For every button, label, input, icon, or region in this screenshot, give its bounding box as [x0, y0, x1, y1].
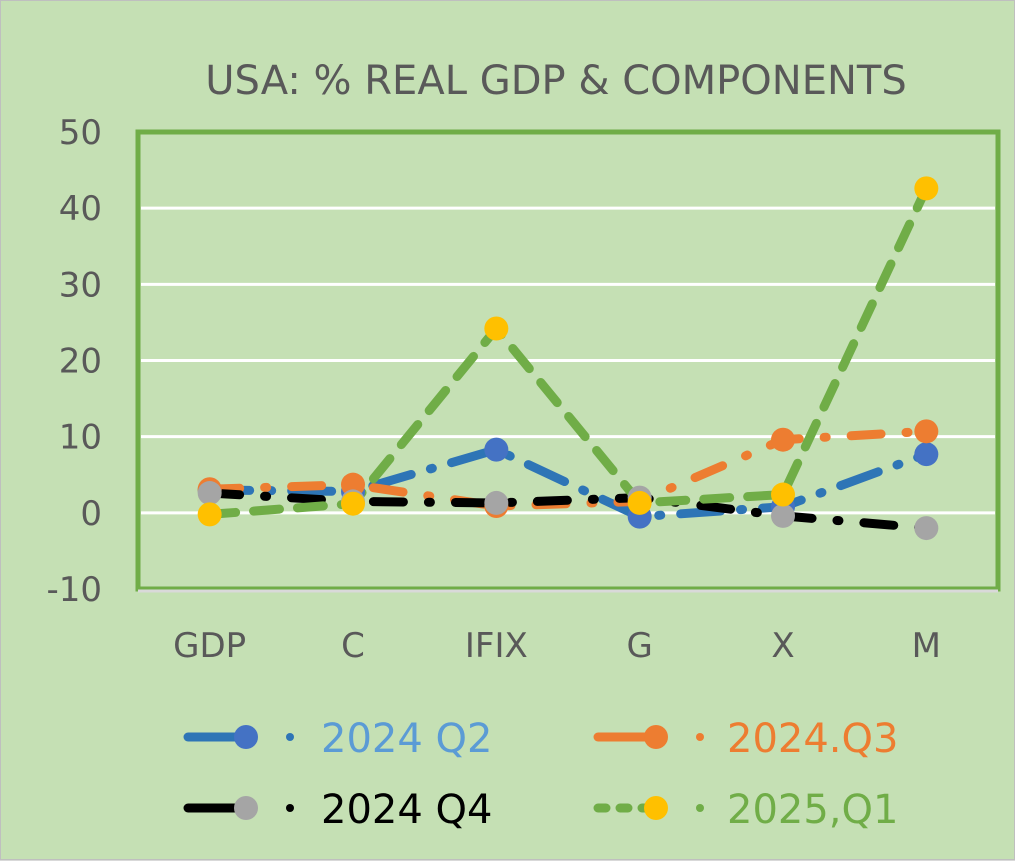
series-line	[205, 488, 931, 533]
data-point	[341, 491, 365, 516]
y-axis-ticks: 50 40 30 20 10 0 -10	[46, 113, 102, 610]
legend-marker	[644, 725, 668, 749]
data-point	[914, 442, 939, 467]
x-tick-label: C	[341, 626, 365, 666]
data-point	[771, 482, 795, 507]
legend: 2024 Q2 2024.Q3 2024 Q4 2025,Q1	[183, 716, 898, 833]
legend-label: 2024 Q4	[321, 787, 492, 833]
series-line	[205, 183, 931, 519]
series-line	[205, 444, 931, 522]
legend-dot	[286, 733, 294, 741]
x-tick-label: GDP	[173, 626, 246, 666]
x-tick-label: G	[626, 626, 652, 666]
y-tick-label: 20	[59, 342, 102, 382]
legend-item: 2025,Q1	[593, 787, 898, 833]
x-axis-ticks: GDP C IFIX G X M	[173, 626, 941, 666]
legend-label: 2024.Q3	[727, 716, 898, 762]
legend-item: 2024 Q2	[183, 716, 492, 762]
data-point	[914, 176, 939, 201]
legend-dot	[696, 804, 704, 812]
data-point	[771, 427, 795, 452]
data-point	[197, 481, 222, 506]
x-tick-label: M	[912, 626, 941, 666]
y-tick-label: 50	[59, 113, 102, 153]
legend-dot	[696, 733, 704, 741]
y-tick-label: 40	[59, 189, 102, 229]
data-point	[484, 490, 509, 515]
legend-marker	[644, 796, 668, 820]
legend-item: 2024.Q3	[593, 716, 898, 762]
x-tick-label: IFIX	[465, 626, 528, 666]
y-tick-label: 30	[59, 265, 102, 305]
legend-item: 2024 Q4	[183, 787, 492, 833]
legend-dot	[286, 804, 294, 812]
y-tick-label: 10	[59, 418, 102, 458]
series-3	[205, 183, 931, 519]
legend-marker	[234, 796, 258, 820]
data-point	[484, 437, 509, 462]
chart-title: USA: % REAL GDP & COMPONENTS	[205, 58, 906, 104]
data-point	[914, 419, 939, 444]
data-point	[341, 472, 365, 497]
series-markers-3	[197, 176, 939, 527]
data-point	[484, 316, 509, 341]
y-tick-label: -10	[46, 570, 102, 610]
series-layer	[197, 176, 939, 541]
data-point	[197, 502, 222, 527]
series-2	[205, 488, 931, 533]
data-point	[914, 516, 939, 541]
y-tick-label: 0	[80, 494, 102, 534]
x-tick-label: X	[771, 626, 794, 666]
legend-marker	[234, 725, 258, 749]
legend-label: 2024 Q2	[321, 716, 492, 762]
data-point	[771, 503, 795, 528]
legend-label: 2025,Q1	[727, 787, 898, 833]
data-point	[627, 490, 652, 515]
series-0	[205, 444, 931, 522]
